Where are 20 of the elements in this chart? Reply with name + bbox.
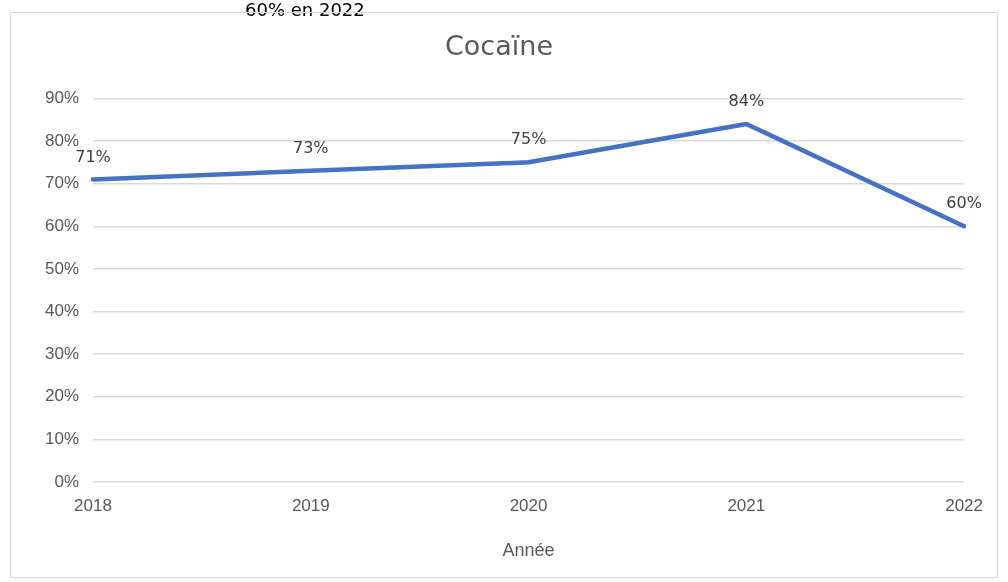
y-tick-label: 0%: [54, 471, 80, 491]
y-tick-label: 20%: [44, 386, 80, 406]
y-tick-label: 70%: [44, 173, 80, 193]
y-tick-label: 30%: [44, 343, 80, 363]
x-axis-title: Année: [502, 540, 555, 561]
y-tick-label: 60%: [44, 215, 80, 235]
y-tick-label: 90%: [44, 88, 80, 108]
data-label: 84%: [728, 91, 765, 111]
x-tick-label: 2021: [727, 495, 766, 515]
x-tick-label: 2018: [74, 495, 112, 515]
chart-title: Cocaïne: [445, 30, 553, 62]
x-tick-label: 2020: [509, 495, 548, 515]
data-label: 73%: [293, 138, 329, 158]
data-label: 60%: [946, 193, 982, 213]
y-tick-label: 10%: [44, 429, 80, 449]
x-tick-label: 2019: [291, 495, 330, 515]
data-label: 75%: [510, 129, 547, 149]
y-tick-label: 40%: [44, 301, 80, 321]
y-tick-label: 50%: [44, 258, 80, 278]
x-tick-label: 2022: [945, 495, 983, 515]
